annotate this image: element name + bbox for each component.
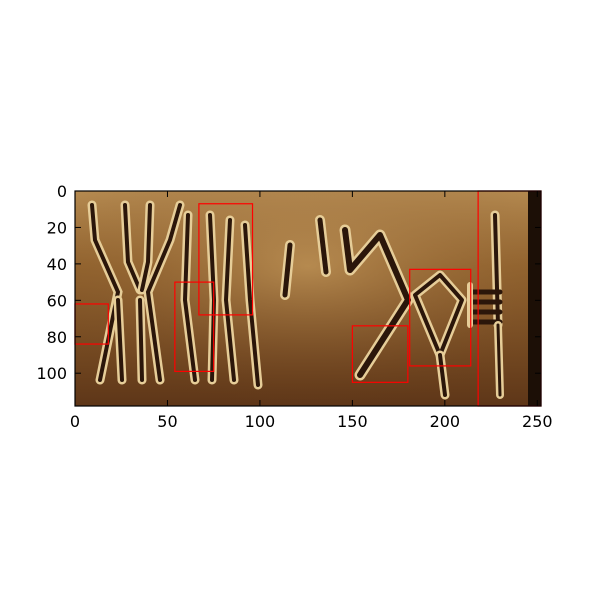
glyph-fish	[410, 270, 467, 400]
y-tick-label: 20	[47, 218, 67, 237]
y-tick-label: 40	[47, 255, 67, 274]
x-tick-label: 50	[157, 412, 177, 431]
axis-ticks: 0 50 100 150 200 250 0 20 40 60 80 100	[36, 182, 552, 431]
axes-frame	[74, 190, 542, 407]
bounding-box-2	[174, 281, 215, 372]
x-tick-label: 250	[522, 412, 553, 431]
x-tick-label: 200	[430, 412, 461, 431]
y-tick-label: 80	[47, 328, 67, 347]
glyph-zigzag	[339, 224, 414, 381]
bounding-box-3	[198, 203, 254, 316]
y-tick-label: 0	[57, 182, 67, 201]
glyph-comb	[467, 210, 504, 399]
x-tick-label: 150	[337, 412, 368, 431]
glyph-bars	[280, 215, 331, 300]
bounding-box-5	[409, 268, 472, 367]
bounding-box-4	[351, 325, 409, 383]
glyph-fork	[87, 200, 185, 385]
y-tick-label: 100	[36, 364, 67, 383]
seal-image	[75, 191, 541, 406]
x-tick-label: 0	[70, 412, 80, 431]
x-tick-label: 100	[245, 412, 276, 431]
y-tick-label: 60	[47, 291, 67, 310]
